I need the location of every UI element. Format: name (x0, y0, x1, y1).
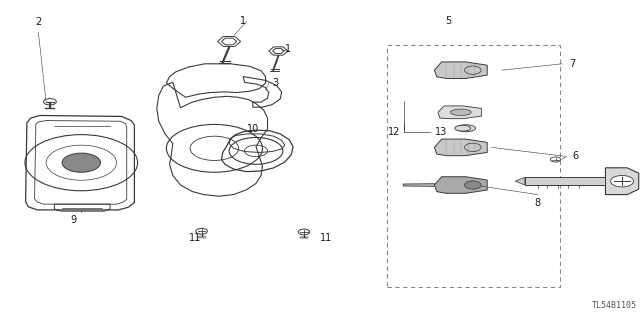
Text: 4: 4 (614, 177, 621, 187)
Ellipse shape (456, 125, 476, 132)
Polygon shape (525, 177, 605, 185)
Text: 11: 11 (189, 233, 202, 243)
Text: 9: 9 (70, 215, 77, 225)
Polygon shape (403, 184, 435, 186)
Text: 1: 1 (285, 44, 291, 55)
Text: 2: 2 (35, 17, 42, 27)
Text: 11: 11 (320, 233, 332, 243)
Text: 12: 12 (388, 127, 400, 137)
Polygon shape (435, 62, 487, 78)
Text: 3: 3 (272, 78, 278, 88)
Text: 6: 6 (573, 151, 579, 161)
Text: TL54B1105: TL54B1105 (592, 301, 637, 310)
Text: 7: 7 (570, 59, 576, 69)
Ellipse shape (451, 109, 471, 115)
Text: 13: 13 (435, 127, 447, 137)
Polygon shape (435, 139, 487, 156)
Circle shape (611, 175, 634, 187)
Text: 5: 5 (445, 16, 451, 26)
Bar (387, 45, 560, 287)
Ellipse shape (454, 125, 471, 131)
Text: 1: 1 (240, 16, 246, 26)
Polygon shape (605, 168, 639, 195)
Circle shape (465, 181, 481, 189)
Text: 8: 8 (534, 198, 541, 208)
Polygon shape (438, 106, 481, 119)
Text: 10: 10 (246, 124, 259, 134)
Circle shape (62, 153, 100, 172)
Polygon shape (515, 177, 525, 185)
Polygon shape (435, 177, 487, 193)
